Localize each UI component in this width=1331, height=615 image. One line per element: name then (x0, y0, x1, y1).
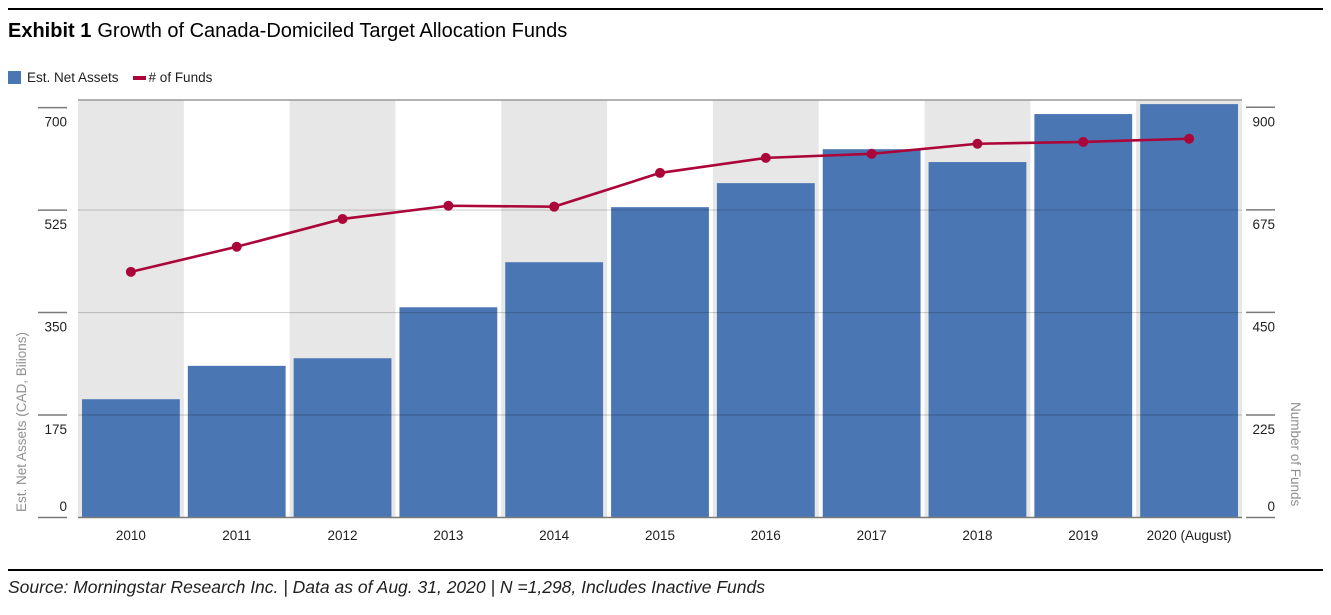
x-label-2019: 2019 (1068, 528, 1098, 543)
right-tick-label-450: 450 (1252, 319, 1275, 334)
x-label-2018: 2018 (962, 528, 992, 543)
x-label-2016: 2016 (751, 528, 781, 543)
bar-2012 (293, 358, 392, 518)
funds-point-2020 (August) (1184, 133, 1195, 144)
right-axis-title: Number of Funds (1288, 402, 1303, 507)
bar-2015 (611, 207, 709, 518)
funds-point-2019 (1078, 136, 1089, 147)
funds-point-2014 (549, 201, 560, 212)
left-tick-label-700: 700 (44, 115, 67, 130)
x-label-2014: 2014 (539, 528, 570, 543)
right-tick-label-0: 0 (1267, 499, 1275, 514)
title-text: Growth of Canada-Domiciled Target Alloca… (97, 20, 568, 42)
funds-point-2012 (337, 213, 348, 224)
funds-point-2015 (655, 167, 665, 178)
bar-2011 (187, 365, 286, 518)
x-label-2020 (August): 2020 (August) (1147, 528, 1232, 543)
net-assets-swatch-icon (8, 71, 21, 84)
x-label-2015: 2015 (645, 528, 675, 543)
left-tick-label-350: 350 (44, 320, 67, 335)
bar-2018 (928, 162, 1027, 518)
top-rule (8, 8, 1323, 10)
bar-2016 (716, 183, 815, 518)
page-title: Exhibit 1 Growth of Canada-Domiciled Targ… (8, 19, 567, 43)
x-label-2010: 2010 (116, 528, 146, 543)
source-note: Source: Morningstar Research Inc. | Data… (8, 577, 765, 597)
exhibit-label: Exhibit 1 (8, 20, 92, 42)
legend-label-funds: # of Funds (148, 70, 213, 85)
footer-rule (8, 569, 1323, 571)
funds-point-2013 (443, 200, 454, 211)
funds-point-2017 (866, 148, 877, 159)
funds-point-2018 (972, 138, 983, 149)
x-label-2013: 2013 (433, 528, 463, 543)
bar-2019 (1034, 114, 1133, 518)
funds-point-2011 (231, 241, 242, 252)
bar-2017 (822, 149, 921, 518)
right-tick-label-225: 225 (1252, 422, 1275, 437)
left-tick-label-525: 525 (44, 217, 67, 232)
left-tick-label-175: 175 (44, 422, 67, 437)
x-label-2011: 2011 (222, 528, 251, 543)
left-axis-title: Est. Net Assets (CAD, Bilions) (14, 332, 29, 512)
right-tick-label-675: 675 (1252, 217, 1275, 232)
funds-point-2010 (125, 266, 136, 277)
bar-2013 (399, 307, 498, 518)
right-tick-label-900: 900 (1252, 114, 1275, 129)
funds-line-swatch-icon (132, 75, 146, 80)
x-label-2017: 2017 (857, 528, 887, 543)
bar-2020 (August) (1140, 104, 1238, 518)
x-label-2012: 2012 (328, 528, 358, 543)
bar-2014 (505, 262, 604, 518)
funds-point-2016 (760, 152, 771, 163)
left-tick-label-0: 0 (59, 499, 67, 514)
bar-2010 (82, 399, 180, 518)
legend: Est. Net Assets # of Funds (8, 70, 212, 85)
legend-label-net-assets: Est. Net Assets (27, 70, 119, 85)
